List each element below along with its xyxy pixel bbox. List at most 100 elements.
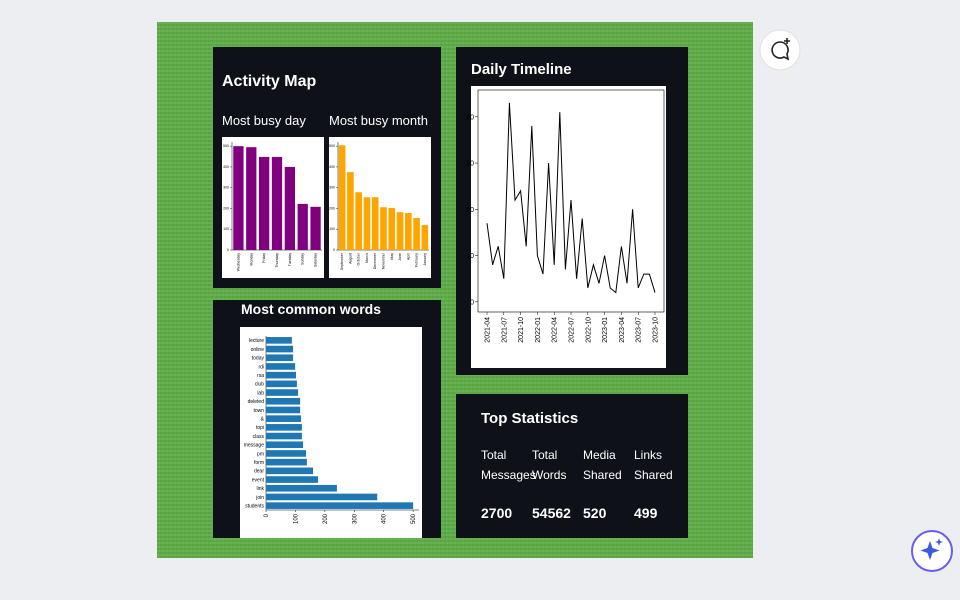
y-tick-label: town	[253, 408, 264, 414]
y-tick-label: link	[256, 486, 264, 492]
y-tick-label: dear	[254, 469, 264, 475]
y-tick-label: 200	[329, 206, 335, 210]
bar	[421, 225, 429, 250]
y-tick-label: event	[252, 477, 265, 483]
x-tick-label: 500	[411, 513, 417, 524]
bar	[266, 380, 297, 388]
x-tick-label: October	[357, 252, 361, 265]
x-tick-label: Saturday	[314, 253, 318, 267]
line	[486, 102, 656, 294]
bar	[266, 397, 301, 405]
x-tick-label: 2023-10	[653, 317, 660, 343]
bar	[413, 218, 420, 250]
bar	[371, 197, 379, 250]
bar	[266, 441, 304, 449]
bar	[266, 484, 337, 492]
x-tick-label: 2023-04	[619, 317, 626, 343]
plus-icon	[784, 38, 790, 44]
panel-title: Top Statistics	[481, 410, 579, 427]
bar	[233, 146, 244, 250]
bar	[310, 206, 321, 250]
bar	[266, 337, 292, 344]
stat-value: 499	[634, 505, 658, 521]
y-tick-label: lecture	[249, 338, 264, 344]
y-tick-label: students	[245, 503, 264, 509]
bar	[266, 432, 302, 440]
bar	[388, 208, 396, 250]
chart-frame	[329, 137, 431, 278]
y-tick-label: 0	[333, 248, 335, 252]
x-tick-label: 2022-04	[552, 317, 559, 343]
bar	[266, 406, 301, 414]
bar	[355, 192, 362, 250]
y-tick-label: join	[255, 495, 264, 501]
x-tick-label: Tuesday	[288, 253, 292, 267]
bar	[266, 363, 296, 370]
x-tick-label: 2022-10	[585, 317, 592, 343]
y-tick-label: club	[255, 382, 264, 388]
panel-title: Most common words	[241, 301, 382, 317]
bar	[266, 345, 294, 353]
y-tick-label: 0	[227, 248, 229, 252]
x-tick-label: 200	[323, 513, 329, 524]
y-tick-label: deleted	[248, 399, 265, 405]
bar	[338, 145, 346, 250]
y-tick-label: lab	[257, 390, 264, 396]
y-tick-label: topi	[256, 425, 264, 431]
chat-button[interactable]	[759, 29, 801, 71]
stat-value: 54562	[532, 505, 571, 521]
x-tick-label: 2022-07	[569, 317, 576, 343]
y-tick-label: 20	[466, 207, 474, 214]
chart-subtitle: Most busy day	[222, 113, 306, 128]
x-tick-label: September	[340, 252, 344, 270]
bar	[266, 424, 302, 431]
x-tick-label: Monday	[249, 253, 253, 266]
x-tick-label: 0	[264, 513, 270, 517]
y-tick-label: 0	[470, 299, 474, 306]
bar	[284, 166, 295, 250]
bar	[266, 493, 378, 501]
chart-subtitle: Most busy month	[329, 113, 428, 128]
sparkle-icon	[935, 538, 943, 546]
y-tick-label: 100	[223, 227, 229, 231]
chat-icon	[771, 41, 790, 61]
stats-panel	[456, 394, 688, 538]
x-tick-label: 100	[293, 513, 299, 524]
y-tick-label: pm	[257, 451, 264, 457]
x-tick-label: Sunday	[301, 253, 305, 265]
y-tick-label: 400	[223, 165, 229, 169]
x-tick-label: Friday	[262, 253, 266, 263]
stat-label: Total Words	[532, 448, 567, 482]
x-tick-label: 300	[352, 513, 358, 524]
y-tick-label: 500	[329, 144, 335, 148]
x-tick-label: May	[390, 253, 394, 260]
y-tick-label: 300	[223, 186, 229, 190]
x-tick-label: Wednesday	[236, 253, 240, 272]
bar	[363, 197, 371, 250]
x-tick-label: March	[365, 253, 369, 263]
bar	[347, 172, 354, 250]
y-tick-label: online	[251, 347, 265, 353]
bar	[266, 467, 314, 475]
x-tick-label: Thursday	[275, 253, 279, 268]
y-tick-label: form	[254, 460, 264, 466]
bar	[380, 207, 387, 250]
x-tick-label: August	[348, 253, 352, 264]
x-tick-label: February	[415, 253, 419, 267]
bar	[396, 212, 404, 250]
x-tick-label: 2021-07	[501, 317, 508, 343]
y-tick-label: rdi	[258, 364, 264, 370]
y-tick-label: &	[261, 416, 265, 422]
x-tick-label: November	[382, 252, 386, 269]
y-tick-label: 10	[466, 253, 474, 260]
stat-label: Total Messages	[481, 448, 536, 482]
y-tick-label: 40	[466, 114, 474, 121]
bar	[259, 156, 270, 250]
y-tick-label: 500	[223, 144, 229, 148]
bar	[266, 450, 307, 457]
x-tick-label: 2023-01	[602, 317, 609, 343]
y-tick-label: today	[252, 356, 265, 362]
x-tick-label: December	[373, 252, 377, 269]
y-tick-label: class	[253, 434, 265, 440]
